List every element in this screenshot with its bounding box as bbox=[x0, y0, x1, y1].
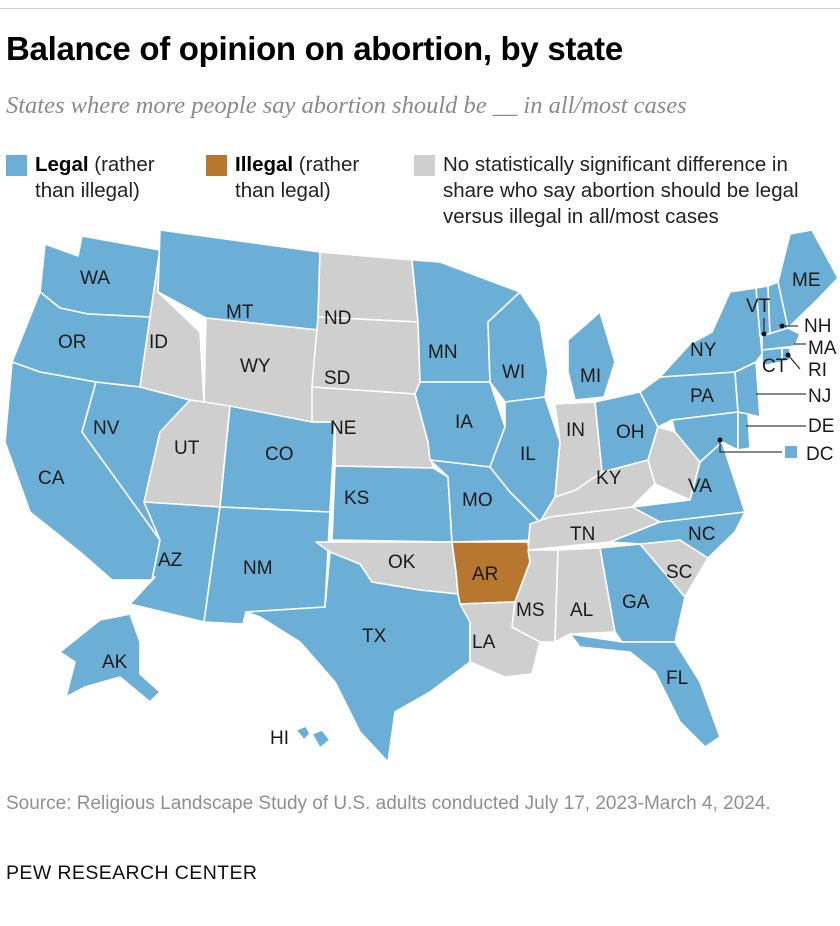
legend-illegal-swatch bbox=[206, 155, 227, 176]
state-de bbox=[737, 411, 751, 451]
label-ks: KS bbox=[344, 488, 369, 509]
label-or: OR bbox=[58, 332, 87, 353]
label-nj: NJ bbox=[808, 386, 831, 407]
label-sc: SC bbox=[666, 562, 692, 583]
label-pa: PA bbox=[690, 386, 714, 407]
label-ne: NE bbox=[330, 418, 356, 439]
label-de: DE bbox=[808, 416, 834, 437]
source-note: Source: Religious Landscape Study of U.S… bbox=[6, 793, 771, 814]
legend-legal-swatch bbox=[6, 155, 27, 176]
label-me: ME bbox=[792, 270, 821, 291]
label-ut: UT bbox=[174, 438, 200, 459]
label-ms: MS bbox=[516, 600, 545, 621]
label-id: ID bbox=[149, 332, 168, 353]
org-credit: PEW RESEARCH CENTER bbox=[6, 862, 258, 884]
label-ri: RI bbox=[808, 360, 827, 381]
label-ia: IA bbox=[455, 412, 473, 433]
legend-legal-label: Legal bbox=[35, 153, 89, 176]
state-co bbox=[219, 405, 336, 513]
label-la: LA bbox=[472, 632, 496, 653]
label-ma: MA bbox=[808, 338, 837, 359]
state-wi bbox=[487, 291, 549, 403]
label-oh: OH bbox=[616, 422, 645, 443]
state-ak bbox=[59, 613, 161, 703]
label-mo: MO bbox=[462, 490, 493, 511]
callout-ri bbox=[787, 354, 801, 370]
callout-dc-dot bbox=[717, 437, 723, 443]
label-ny: NY bbox=[690, 340, 717, 361]
label-sd: SD bbox=[324, 368, 350, 389]
label-tn: TN bbox=[570, 524, 595, 545]
label-nh: NH bbox=[804, 316, 831, 337]
label-fl: FL bbox=[666, 668, 688, 689]
callout-nh-dot bbox=[779, 323, 785, 329]
chart-subtitle: States where more people say abortion sh… bbox=[6, 92, 687, 119]
state-hi-2 bbox=[311, 729, 331, 749]
label-mn: MN bbox=[428, 342, 458, 363]
legend-illegal-desc: (rather than legal) bbox=[235, 153, 360, 202]
label-ct: CT bbox=[762, 356, 788, 377]
label-wi: WI bbox=[502, 362, 525, 383]
dc-swatch bbox=[785, 446, 797, 458]
legend-nodiff-label: No statistically significant difference … bbox=[443, 153, 799, 228]
top-rule bbox=[0, 8, 840, 9]
label-va: VA bbox=[688, 476, 712, 497]
chart-title: Balance of opinion on abortion, by state bbox=[6, 30, 623, 67]
label-wa: WA bbox=[80, 268, 110, 289]
label-in: IN bbox=[566, 420, 585, 441]
label-mi: MI bbox=[580, 366, 601, 387]
label-ca: CA bbox=[38, 468, 65, 489]
callout-ri-dot bbox=[785, 352, 791, 358]
state-fl bbox=[569, 633, 721, 748]
label-nc: NC bbox=[688, 524, 715, 545]
label-al: AL bbox=[570, 600, 593, 621]
legend-illegal-label: Illegal bbox=[235, 153, 294, 176]
state-ma bbox=[761, 327, 801, 351]
label-co: CO bbox=[265, 444, 294, 465]
label-ar: AR bbox=[472, 564, 498, 585]
label-az: AZ bbox=[158, 550, 183, 571]
label-nd: ND bbox=[324, 308, 351, 329]
state-al bbox=[554, 547, 616, 643]
label-ky: KY bbox=[596, 468, 622, 489]
label-ga: GA bbox=[622, 592, 650, 613]
label-mt: MT bbox=[226, 302, 254, 323]
state-hi bbox=[295, 725, 311, 741]
label-ak: AK bbox=[102, 652, 128, 673]
state-tx bbox=[245, 551, 471, 762]
legend-nodiff-swatch bbox=[414, 155, 435, 176]
callout-dc bbox=[719, 440, 782, 453]
label-tx: TX bbox=[362, 626, 387, 647]
label-wy: WY bbox=[240, 356, 271, 377]
us-map: WA OR CA NV ID MT WY UT CO AZ NM ND SD N… bbox=[4, 229, 839, 762]
label-nv: NV bbox=[93, 418, 120, 439]
label-hi: HI bbox=[270, 728, 289, 749]
label-vt: VT bbox=[746, 296, 771, 317]
label-ok: OK bbox=[388, 552, 416, 573]
legend-legal-desc: (rather than illegal) bbox=[35, 153, 155, 202]
state-mi bbox=[567, 311, 616, 401]
label-dc: DC bbox=[806, 444, 833, 465]
callout-vt-dot bbox=[761, 331, 767, 337]
label-nm: NM bbox=[243, 558, 273, 579]
label-il: IL bbox=[520, 444, 536, 465]
